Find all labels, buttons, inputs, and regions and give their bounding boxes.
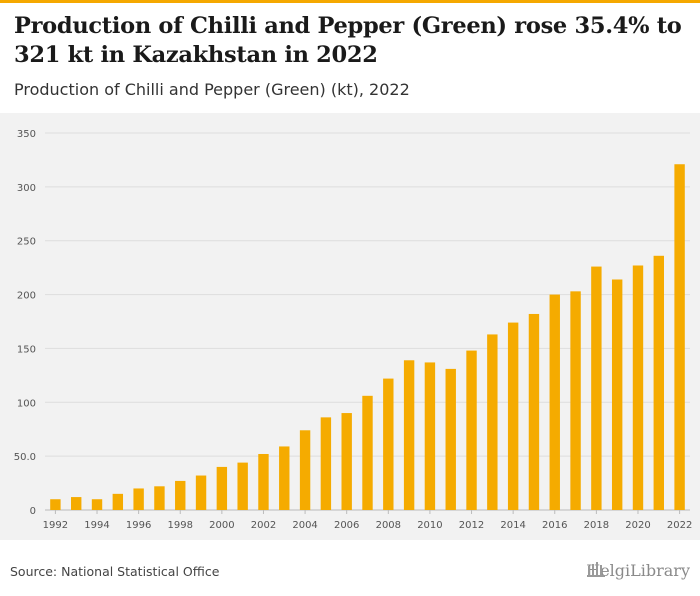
source-note: Source: National Statistical Office — [10, 564, 220, 579]
x-tick-label: 1996 — [126, 520, 151, 531]
bar-2018 — [591, 266, 602, 510]
bar-2007 — [362, 395, 373, 510]
bar-1997 — [154, 486, 165, 510]
x-tick-label: 1998 — [168, 520, 193, 531]
chart-area: 0 50.0 100 150 200 250 300 350 1992 1994 1996 1998 2… — [0, 113, 700, 540]
y-tick-label: 300 — [17, 183, 36, 194]
y-tick-label: 200 — [17, 291, 36, 302]
y-tick-label: 250 — [17, 237, 36, 248]
bar-2004 — [299, 430, 311, 510]
chart-title: Production of Chilli and Pepper (Green) … — [14, 13, 682, 68]
bar-2002 — [258, 453, 269, 510]
x-tick-label: 2000 — [209, 520, 234, 531]
bar-2010 — [424, 362, 436, 510]
bar-2014 — [507, 322, 519, 510]
helgi-library-logo[interactable]: HelgiLibrary — [586, 561, 690, 580]
bar-2021 — [653, 255, 664, 510]
chart-subtitle: Production of Chilli and Pepper (Green) … — [14, 80, 410, 99]
x-tick-label: 2010 — [417, 520, 442, 531]
x-tick-label: 2022 — [667, 520, 692, 531]
bar-2011 — [445, 368, 456, 510]
x-tick-label: 1994 — [84, 520, 109, 531]
bar-2006 — [341, 413, 352, 510]
y-tick-label: 100 — [17, 398, 36, 409]
x-tick-label: 2002 — [251, 520, 276, 531]
bar-2013 — [487, 334, 498, 510]
bar-2000 — [216, 466, 228, 510]
bar-1995 — [112, 493, 124, 510]
bar-2009 — [403, 360, 415, 510]
bar-1999 — [195, 475, 207, 510]
logo-text: HelgiLibrary — [586, 561, 690, 580]
bar-2003 — [279, 446, 290, 510]
bar-2008 — [383, 378, 394, 510]
bar-2016 — [549, 294, 560, 510]
x-tick-label: 2008 — [376, 520, 401, 531]
y-tick-label: 350 — [17, 129, 36, 140]
x-tick-label: 2016 — [542, 520, 567, 531]
y-tick-label: 0 — [30, 506, 36, 517]
accent-bar — [0, 0, 700, 3]
x-tick-label: 2018 — [584, 520, 609, 531]
bar-2015 — [528, 313, 540, 510]
bar-1993 — [71, 497, 82, 510]
bar-1992 — [50, 499, 61, 510]
x-tick-label: 2004 — [292, 520, 317, 531]
x-tick-label: 2012 — [459, 520, 484, 531]
x-tick-label: 2006 — [334, 520, 359, 531]
bar-1994 — [91, 499, 103, 510]
x-tick-label: 2014 — [500, 520, 525, 531]
bar-2005 — [320, 417, 332, 510]
bar-chart: 0 50.0 100 150 200 250 300 350 1992 1994 1996 1998 2… — [14, 129, 693, 531]
y-tick-label: 150 — [17, 344, 36, 355]
bar-2017 — [570, 291, 581, 510]
bar-2022 — [674, 164, 685, 510]
bar-2012 — [466, 350, 477, 510]
bar-1998 — [175, 480, 186, 510]
bar-2019 — [611, 279, 623, 510]
x-tick-label: 2020 — [625, 520, 650, 531]
x-tick-label: 1992 — [43, 520, 68, 531]
library-building-icon — [587, 562, 606, 577]
y-tick-label: 50.0 — [14, 452, 36, 463]
bar-1996 — [133, 488, 144, 510]
bar-2001 — [237, 462, 248, 510]
bar-2020 — [632, 265, 644, 510]
